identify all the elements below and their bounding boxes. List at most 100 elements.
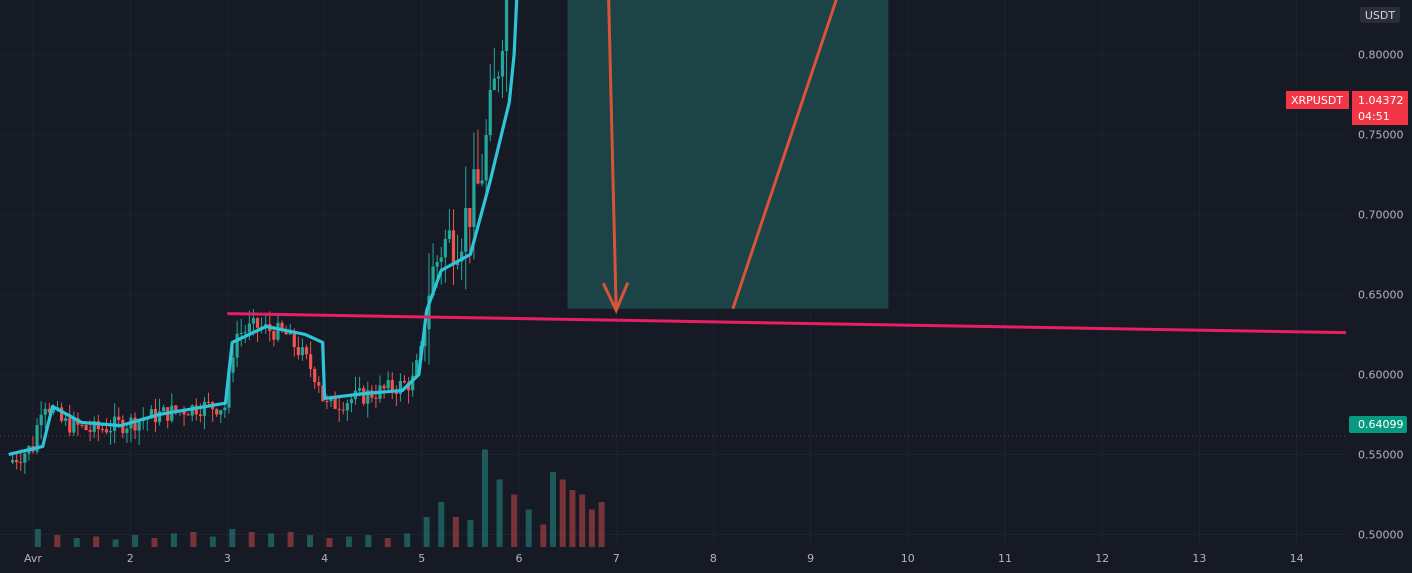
candle-body [182,410,186,415]
take-profit-zone[interactable] [567,0,889,309]
candle-body [439,257,443,262]
candle-body [198,414,202,416]
volume-bar [579,494,586,547]
candle-body [117,416,121,421]
candle-body [35,425,39,452]
candle-body [272,331,276,340]
candle-body [133,417,137,431]
time-axis-tick: 7 [613,552,620,565]
candle-body [415,360,419,376]
candle-body [366,390,370,404]
volume-bar [209,536,216,547]
time-axis-tick: 2 [127,552,134,565]
volume-bar [54,535,61,547]
time-axis-tick: 12 [1095,552,1109,565]
candle-body [125,428,129,434]
time-axis-tick: 11 [998,552,1012,565]
candle-body [451,230,456,266]
price-axis-tick: 0.55000 [1358,448,1404,461]
candle-body [472,169,476,227]
candle-body [59,407,64,421]
moving-average-line [8,0,519,457]
volume-bar [151,538,158,547]
volume-bar [326,538,333,547]
candle-body [100,429,105,431]
candle-body [317,382,321,386]
candle-body [255,318,260,328]
drawing-arrow[interactable] [731,0,947,310]
volume-bar [511,494,518,547]
candle-body [333,396,337,409]
candle-body [23,453,27,463]
candle-body [390,380,394,392]
candle-body [464,208,468,252]
candle-body [447,230,452,239]
candle-body [51,408,56,413]
candle-body [39,414,43,426]
volume-bar [170,533,177,547]
volume-bar [34,529,41,547]
symbol-badge [1286,91,1349,109]
candle-body [492,78,496,90]
candle-body [162,407,166,412]
time-axis-tick: 5 [418,552,425,565]
volume-bar [190,532,197,547]
volume-bar [365,535,372,547]
volume-bar [423,517,430,547]
candle-body [137,421,141,431]
volume-bar [467,520,474,547]
volume-bar [307,535,314,547]
candle-body [19,462,23,464]
candle-body [349,399,354,404]
volume-bar [481,449,488,547]
candle-body [64,418,68,421]
support-line[interactable] [227,312,1355,335]
price-axis[interactable] [1346,0,1412,573]
candle-body [443,238,447,258]
time-axis-tick: 14 [1290,552,1304,565]
candle-body [88,429,92,432]
candle-body [47,408,51,413]
candle-body [374,397,378,399]
candle-body [174,405,178,412]
time-axis-tick: 4 [321,552,328,565]
candle-body [304,347,309,355]
candle-body [215,409,219,415]
currency-badge [1360,7,1400,23]
volume-bar [598,502,605,547]
volume-bar [569,490,576,547]
volume-bar [229,529,236,547]
candle-body [398,380,403,394]
time-axis-tick: 9 [807,552,814,565]
candle-body [386,380,390,389]
candle-body [80,424,84,426]
candle-body [292,331,296,348]
arrow-head [601,282,630,315]
candle-body [476,169,480,184]
candle-body [504,0,509,51]
volume-bar [287,532,294,547]
candle-body [92,421,96,432]
time-axis[interactable] [0,547,1346,573]
candle-body [149,409,153,419]
volume-bar [496,479,503,547]
candle-body [341,409,345,411]
candle-body [239,332,243,334]
candle-body [455,261,460,266]
candle-body [219,410,223,415]
drawing-arrow[interactable] [604,0,618,311]
currency-label: USDT [1365,9,1396,22]
candle-body [251,318,256,324]
candle-body [43,408,47,415]
candle-body [325,401,329,403]
current-price-label: 1.04372 [1358,94,1404,107]
candle-body [227,372,231,408]
volume-bar [73,538,80,547]
candle-body [108,430,113,433]
price-axis-tick: 0.50000 [1358,529,1404,542]
candle-body [104,429,109,433]
candle-body [362,388,366,404]
candle-body [202,401,207,416]
candle-body [357,388,362,391]
